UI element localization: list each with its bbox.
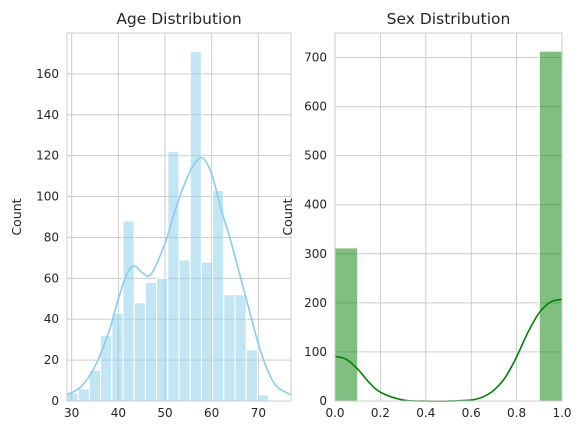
y-tick-label: 200 (304, 296, 327, 310)
histogram-bar (234, 294, 247, 402)
histogram-bar (88, 369, 102, 402)
histogram-bar (178, 259, 191, 402)
y-tick-label: 400 (304, 198, 327, 212)
histogram-bar (212, 189, 225, 402)
kde-line (334, 298, 563, 402)
y-tick-label: 80 (44, 230, 59, 244)
y-tick-label: 300 (304, 247, 327, 261)
axes-frame (334, 32, 563, 402)
histogram-bar (200, 261, 214, 402)
x-tick-label: 0.8 (507, 406, 526, 420)
y-tick-label: 0 (319, 394, 327, 408)
x-tick-label: 1.0 (552, 406, 571, 420)
histogram-bar (100, 335, 113, 402)
histogram-bar (144, 281, 158, 402)
chart-title: Age Distribution (116, 10, 241, 28)
histogram-bar (156, 277, 169, 402)
y-tick-label: 600 (304, 100, 327, 114)
x-tick-label: 0.0 (325, 406, 344, 420)
histogram-bar (122, 220, 135, 402)
histogram-bar (111, 312, 124, 402)
x-tick-label: 30 (64, 406, 79, 420)
y-tick-label: 120 (36, 149, 59, 163)
y-tick-label: 0 (51, 394, 59, 408)
x-tick-label: 0.2 (371, 406, 390, 420)
y-tick-label: 100 (36, 190, 59, 204)
kde-line (66, 156, 292, 396)
y-tick-label: 60 (44, 271, 59, 285)
y-tick-label: 700 (304, 51, 327, 65)
axes-frame (66, 32, 292, 402)
y-tick-label: 140 (36, 108, 59, 122)
y-tick-label: 40 (44, 312, 59, 326)
y-axis-label: Count (9, 198, 24, 235)
x-tick-label: 70 (251, 406, 266, 420)
histogram-bar (245, 349, 258, 402)
histogram-bar (167, 151, 180, 402)
x-tick-label: 40 (111, 406, 126, 420)
histogram-bar (133, 302, 146, 402)
y-tick-label: 500 (304, 149, 327, 163)
y-axis-label: Count (280, 198, 295, 235)
subplot-sex: 0 100 200 300 400 500 600 700 0.0 0.2 0.4 0.6 0.8 1.0… (280, 10, 572, 420)
histogram-bar (223, 294, 236, 402)
x-tick-label: 50 (157, 406, 172, 420)
histogram-bar (334, 247, 359, 402)
y-tick-label: 100 (304, 345, 327, 359)
histogram-bar (77, 388, 90, 402)
x-tick-label: 0.4 (416, 406, 435, 420)
histogram-bar (256, 394, 270, 402)
subplot-age: 0 20 40 60 80 100 120 140 160 30 40 50 60 70 Age Distr… (9, 10, 292, 420)
histogram-bar (538, 50, 563, 402)
chart-title: Sex Distribution (387, 10, 511, 28)
y-tick-label: 160 (36, 67, 59, 81)
x-tick-label: 60 (204, 406, 219, 420)
x-tick-label: 0.6 (462, 406, 481, 420)
y-tick-label: 20 (44, 353, 59, 367)
histogram-bar (189, 50, 202, 402)
